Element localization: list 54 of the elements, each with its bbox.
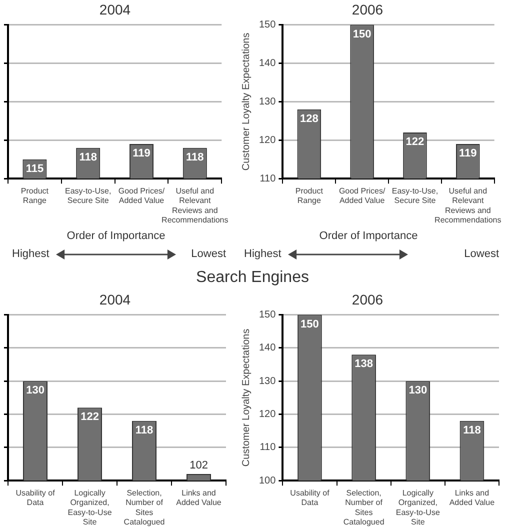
y-tick-label: 100: [258, 475, 276, 486]
data-label: 122: [80, 411, 99, 424]
y-tick-label: 120: [258, 409, 276, 420]
data-label: 115: [26, 162, 44, 175]
x-tick-label: Easy-to-Use, Secure Site: [392, 186, 438, 206]
y-tick-label: 130: [258, 96, 276, 108]
data-label: 118: [135, 424, 154, 436]
x-tick-label: Selection, Number of Sites Catalogued: [343, 488, 384, 526]
x-tick-label: Good Prices/ Added Value: [118, 186, 166, 206]
data-label: 102: [190, 460, 208, 472]
y-tick-label: 140: [258, 58, 276, 69]
x-tick-label: Good Prices/ Added Value: [338, 186, 386, 206]
text: Lowest: [191, 248, 226, 260]
y-axis-title: Customer Loyalty Expectations: [240, 328, 252, 467]
x-tick-label: Links and Added Value: [449, 488, 496, 508]
y-tick-label: 150: [258, 310, 276, 321]
chart-title: 2006: [352, 291, 384, 308]
x-tick-label: Logically Organized, Easy-to-Use Site: [396, 488, 440, 526]
data-label: 118: [79, 151, 97, 164]
x-tick-label: Usability of Data: [290, 488, 330, 508]
data-label: 122: [406, 136, 424, 148]
chart-title: 2004: [99, 291, 131, 308]
data-label: 119: [459, 148, 477, 160]
y-axis-title: Customer Loyalty Expectations: [240, 32, 252, 171]
data-label: 138: [354, 358, 373, 370]
data-label: 128: [300, 112, 318, 125]
text: Search Engines: [195, 268, 310, 288]
y-tick-label: 110: [260, 442, 276, 454]
data-label: 118: [186, 151, 204, 164]
text: Order of Importance: [318, 230, 419, 242]
y-tick-label: 120: [258, 134, 276, 146]
text: Highest: [12, 248, 50, 260]
x-tick-label: Selection, Number of Sites Catalogued: [124, 488, 165, 526]
data-label: 130: [26, 384, 44, 397]
data-label: 150: [300, 318, 319, 330]
x-tick-label: Product Range: [20, 186, 50, 206]
y-tick-label: 110: [260, 173, 276, 184]
y-tick-label: 130: [258, 376, 276, 387]
data-label: 118: [463, 424, 481, 436]
data-label: 130: [408, 384, 428, 397]
x-tick-label: Product Range: [295, 186, 324, 206]
data-label: 150: [352, 28, 372, 40]
text: Order of Importance: [66, 230, 166, 242]
chart-title: 2004: [99, 1, 131, 18]
chart-title: 2006: [352, 1, 384, 18]
x-tick-label: Easy-to-Use, Secure Site: [64, 186, 112, 206]
y-tick-label: 150: [258, 20, 276, 31]
text: Highest: [244, 248, 282, 260]
y-tick-label: 140: [258, 342, 276, 354]
x-tick-label: Links and Added Value: [176, 488, 222, 508]
x-tick-label: Logically Organized, Easy-to-Use Site: [68, 488, 112, 526]
data-label: 119: [132, 148, 150, 160]
x-tick-label: Usability of Data: [16, 488, 56, 508]
text: Lowest: [464, 248, 499, 260]
